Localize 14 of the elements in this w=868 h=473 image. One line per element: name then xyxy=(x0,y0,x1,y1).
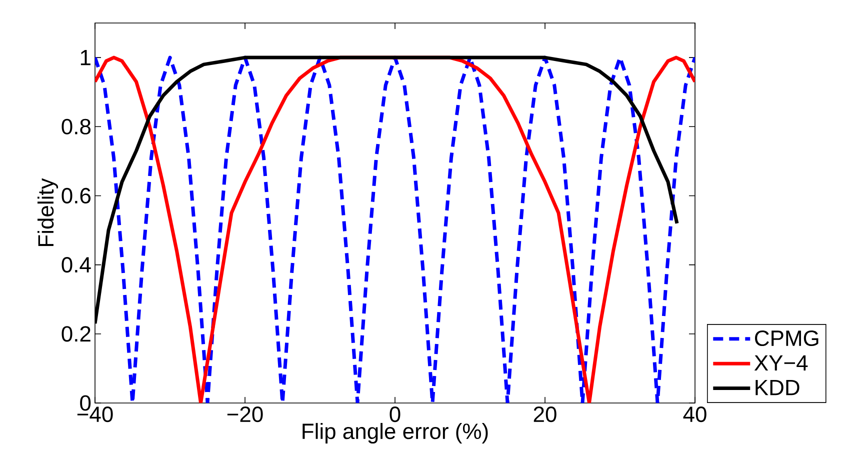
y-tick-label: 0.6 xyxy=(62,188,91,204)
y-axis-title: Fidelity xyxy=(38,178,58,246)
x-axis-title: Flip angle error (%) xyxy=(302,422,488,444)
legend-label: CPMG xyxy=(755,330,818,346)
x-tick-label: 40 xyxy=(683,406,706,422)
y-tick-label: 0.8 xyxy=(62,118,91,134)
legend-label: XY−4 xyxy=(754,355,808,370)
y-tick-label: 1 xyxy=(80,50,90,66)
y-tick-label: 0.4 xyxy=(62,257,91,273)
x-tick-label: −20 xyxy=(227,406,263,422)
y-tick-label: 0.2 xyxy=(62,326,90,342)
legend-label: KDD xyxy=(756,380,800,396)
x-tick-label: 20 xyxy=(534,406,556,422)
x-tick-label: 0 xyxy=(390,406,400,422)
